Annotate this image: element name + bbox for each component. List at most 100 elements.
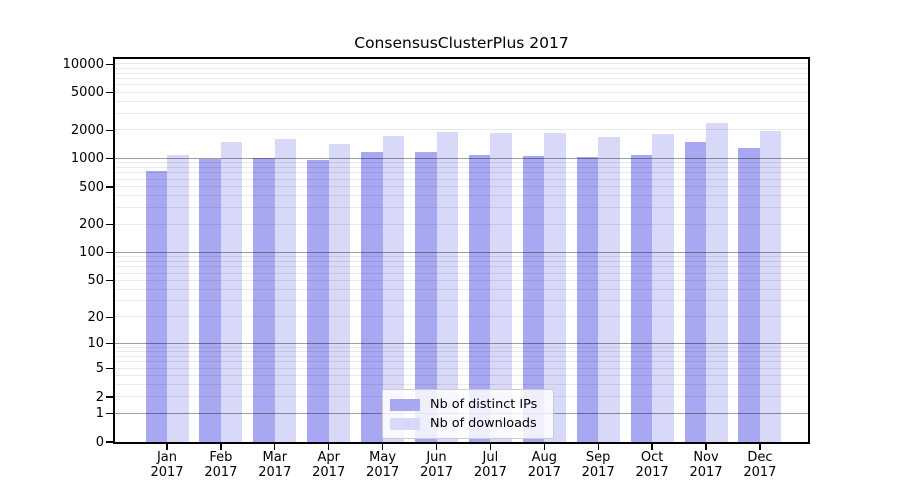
gridline-minor (115, 129, 808, 131)
bar-distinct-ips (630, 154, 653, 442)
bar-downloads (598, 136, 620, 442)
bar-downloads (328, 143, 351, 442)
y-tick-label: 10 (87, 336, 104, 352)
y-tick-label: 20 (87, 309, 104, 325)
gridline-minor (115, 375, 808, 376)
bar-distinct-ips (145, 171, 167, 442)
bar-distinct-ips (415, 152, 437, 442)
bar-distinct-ips (307, 160, 329, 442)
bar-downloads (706, 122, 728, 442)
x-tick-label: May 2017 (366, 450, 400, 480)
x-tick-mark (220, 444, 222, 450)
y-tick-mark (106, 316, 113, 318)
legend-label-downloads: Nb of downloads (430, 416, 537, 431)
y-tick-mark (106, 280, 113, 282)
x-tick-mark (489, 444, 492, 450)
gridline-minor (115, 72, 808, 74)
bar-downloads (167, 154, 189, 442)
gridline-minor (115, 350, 808, 352)
x-tick-mark (381, 444, 384, 450)
bar-distinct-ips (738, 148, 760, 442)
x-tick-label: Oct 2017 (635, 450, 669, 480)
gridline-minor (115, 300, 808, 302)
y-tick-mark (106, 367, 113, 370)
x-tick-mark (274, 444, 276, 450)
legend-row: Nb of distinct IPs (390, 395, 545, 414)
y-tick-mark (106, 252, 113, 254)
gridline-minor (115, 166, 808, 168)
y-tick-mark (106, 129, 113, 132)
y-tick-label: 200 (79, 217, 104, 233)
bar-downloads (382, 135, 405, 442)
x-tick-label: Apr 2017 (312, 450, 346, 480)
x-tick-label: Jan 2017 (150, 450, 184, 480)
y-tick-mark (106, 441, 113, 443)
y-tick-label: 0 (95, 434, 104, 450)
y-tick-label: 5 (95, 361, 104, 376)
y-tick-label: 500 (79, 179, 104, 195)
y-tick-mark (106, 186, 113, 188)
bar-downloads (544, 132, 566, 442)
y-tick-mark (106, 223, 113, 226)
y-tick-label: 100 (79, 245, 104, 261)
x-tick-mark (759, 444, 761, 450)
gridline-minor (115, 162, 808, 164)
gridline-minor (115, 78, 808, 79)
gridline-minor (115, 195, 808, 197)
x-tick-label: Aug 2017 (527, 450, 561, 480)
x-tick-label: Feb 2017 (204, 450, 238, 480)
bar-downloads (436, 131, 458, 442)
gridline-minor (115, 223, 808, 225)
legend-swatch-downloads (390, 417, 420, 430)
gridline-major (115, 251, 808, 253)
plot-area: Nb of distinct IPs Nb of downloads (113, 57, 810, 444)
bar-downloads (652, 134, 674, 442)
y-tick-label: 50 (87, 273, 104, 289)
bar-downloads (759, 131, 782, 442)
gridline-minor (115, 67, 808, 69)
y-tick-label: 1000 (70, 151, 104, 167)
gridline-minor (115, 63, 808, 65)
x-tick-mark (435, 444, 438, 450)
chart-title: ConsensusClusterPlus 2017 (354, 34, 569, 52)
bar-downloads (490, 133, 512, 442)
gridline-minor (115, 361, 808, 363)
gridline-minor (115, 91, 808, 93)
y-tick-label: 1 (95, 406, 104, 422)
y-tick-label: 2 (95, 389, 104, 405)
y-tick-mark (106, 343, 113, 345)
bar-distinct-ips (361, 152, 383, 442)
gridline-minor (115, 288, 808, 290)
bar-distinct-ips (684, 141, 706, 442)
bar-distinct-ips (468, 155, 491, 442)
gridline-minor (115, 207, 808, 208)
bar-distinct-ips (253, 157, 275, 442)
bar-downloads (220, 141, 243, 442)
y-tick-label: 10000 (62, 56, 104, 72)
gridline-minor (115, 112, 808, 114)
y-tick-label: 5000 (70, 85, 104, 101)
legend-label-distinct-ips: Nb of distinct IPs (430, 397, 538, 412)
x-tick-mark (166, 444, 168, 450)
x-tick-label: Jul 2017 (473, 450, 507, 480)
gridline-minor (115, 266, 808, 268)
x-tick-label: Sep 2017 (581, 450, 615, 480)
y-tick-mark (106, 396, 113, 398)
gridline-minor (115, 316, 808, 318)
gridline-major (115, 342, 808, 344)
y-tick-mark (106, 92, 113, 94)
y-tick-mark (106, 63, 113, 66)
gridline-minor (115, 272, 808, 274)
gridline-minor (115, 279, 808, 281)
x-tick-mark (328, 444, 330, 450)
x-tick-label: Jun 2017 (419, 450, 454, 480)
gridline-minor (115, 178, 808, 180)
bar-downloads (274, 138, 297, 442)
bar-distinct-ips (576, 157, 599, 442)
gridline-minor (115, 346, 808, 348)
x-tick-label: Dec 2017 (743, 450, 777, 480)
gridline-major (115, 157, 808, 159)
y-tick-mark (106, 412, 113, 415)
bar-distinct-ips (199, 159, 221, 442)
